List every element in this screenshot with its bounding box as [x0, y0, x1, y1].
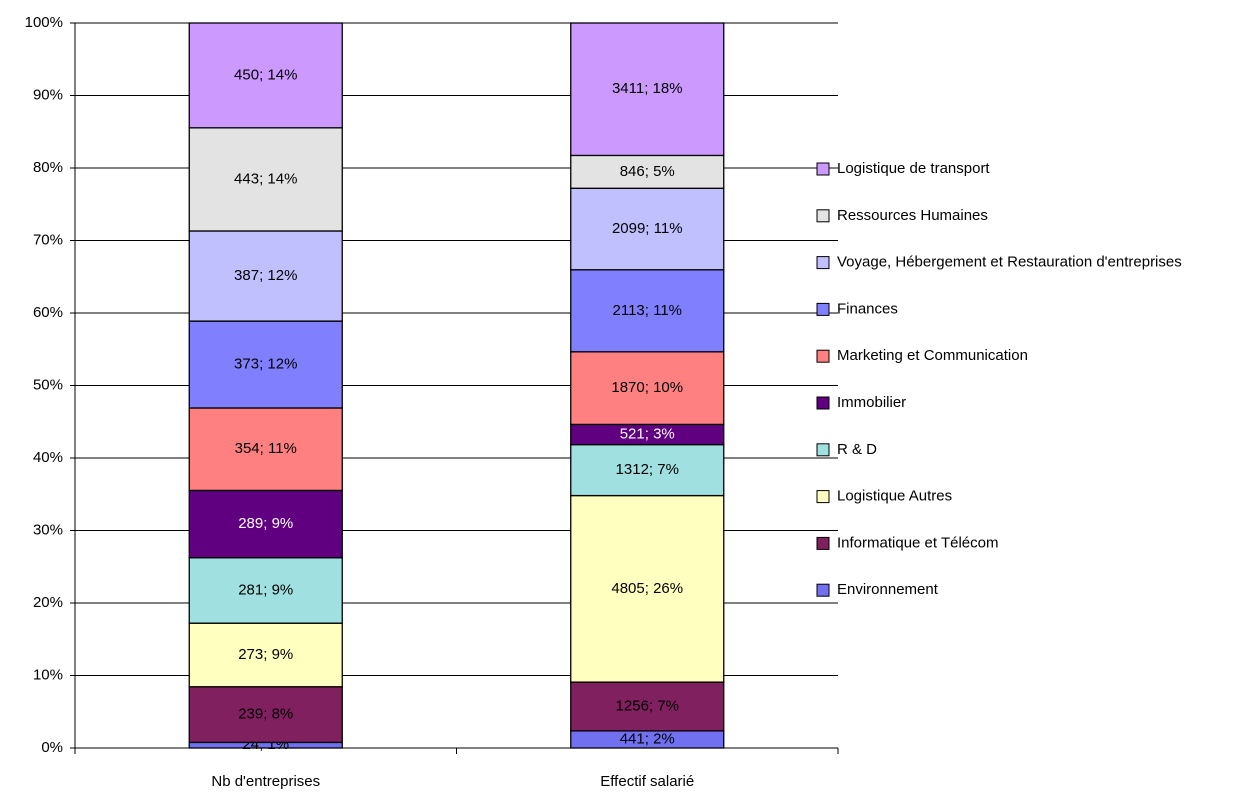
legend-swatch — [816, 443, 830, 457]
bar-segment — [188, 230, 343, 322]
legend-swatch — [816, 583, 830, 597]
y-tick-label: 50% — [33, 376, 63, 393]
legend-label: Voyage, Hébergement et Restauration d'en… — [837, 254, 1182, 271]
data-label: 3411; 18% — [612, 80, 683, 97]
legend-label: Finances — [837, 300, 898, 317]
legend-label: Environnement — [837, 581, 939, 598]
data-label: 443; 14% — [234, 170, 297, 187]
data-label: 1870; 10% — [611, 379, 683, 396]
bar-segment — [570, 681, 725, 732]
data-label: 4805; 26% — [611, 580, 683, 597]
y-tick-label: 90% — [33, 86, 63, 103]
x-tick-label: Effectif salarié — [600, 773, 694, 790]
y-tick-label: 0% — [41, 739, 63, 756]
data-label: 354; 11% — [235, 440, 297, 457]
x-tick-label: Nb d'entreprises — [211, 773, 320, 790]
bar-segment — [188, 22, 343, 129]
bar-segment — [570, 351, 725, 426]
bar-segment — [188, 622, 343, 688]
legend-swatch — [816, 256, 830, 270]
y-tick-label: 60% — [33, 304, 63, 321]
bar-segment — [570, 443, 725, 497]
data-label: 281; 9% — [238, 581, 293, 598]
legend-label: Logistique Autres — [837, 488, 952, 505]
legend-label: Immobilier — [837, 394, 906, 411]
y-tick-label: 80% — [33, 159, 63, 176]
legend-swatch — [816, 209, 830, 223]
bar-segment — [570, 154, 725, 189]
bar-segment — [570, 22, 725, 157]
y-tick-label: 20% — [33, 594, 63, 611]
data-label: 521; 3% — [620, 425, 675, 442]
legend-label: Logistique de transport — [837, 160, 990, 177]
data-label: 846; 5% — [620, 163, 675, 180]
legend-label: Ressources Humaines — [837, 207, 988, 224]
data-label: 441; 2% — [620, 730, 675, 747]
legend-label: Informatique et Télécom — [837, 534, 998, 551]
bar-segment — [188, 489, 343, 559]
legend-swatch — [816, 490, 830, 504]
legend-swatch — [816, 536, 830, 550]
data-label: 373; 12% — [234, 356, 297, 373]
data-label: 2113; 11% — [613, 302, 683, 319]
y-tick-label: 70% — [33, 231, 63, 248]
legend-label: Marketing et Communication — [837, 347, 1028, 364]
data-label: 273; 9% — [238, 646, 293, 663]
data-label: 1312; 7% — [616, 461, 679, 478]
bar-segment — [570, 269, 725, 353]
legend-swatch — [816, 349, 830, 363]
data-label: 239; 8% — [238, 706, 293, 723]
legend-label: R & D — [837, 441, 877, 458]
data-label: 1256; 7% — [616, 697, 679, 714]
data-label: 2099; 11% — [612, 220, 683, 237]
bar-segment — [570, 494, 725, 683]
bar-segment — [188, 686, 343, 744]
y-tick-label: 40% — [33, 449, 63, 466]
legend-swatch — [816, 302, 830, 316]
data-label: 450; 14% — [234, 66, 297, 83]
data-label: 289; 9% — [238, 515, 293, 532]
y-tick-label: 100% — [25, 14, 63, 31]
bar-segment — [570, 187, 725, 271]
legend-swatch — [816, 162, 830, 176]
legend-swatch — [816, 396, 830, 410]
y-tick-label: 30% — [33, 521, 63, 538]
bar-segment — [188, 127, 343, 232]
data-label: 387; 12% — [234, 267, 297, 284]
bar-segment — [188, 320, 343, 409]
y-tick-label: 10% — [33, 666, 63, 683]
bar-segment — [188, 557, 343, 624]
